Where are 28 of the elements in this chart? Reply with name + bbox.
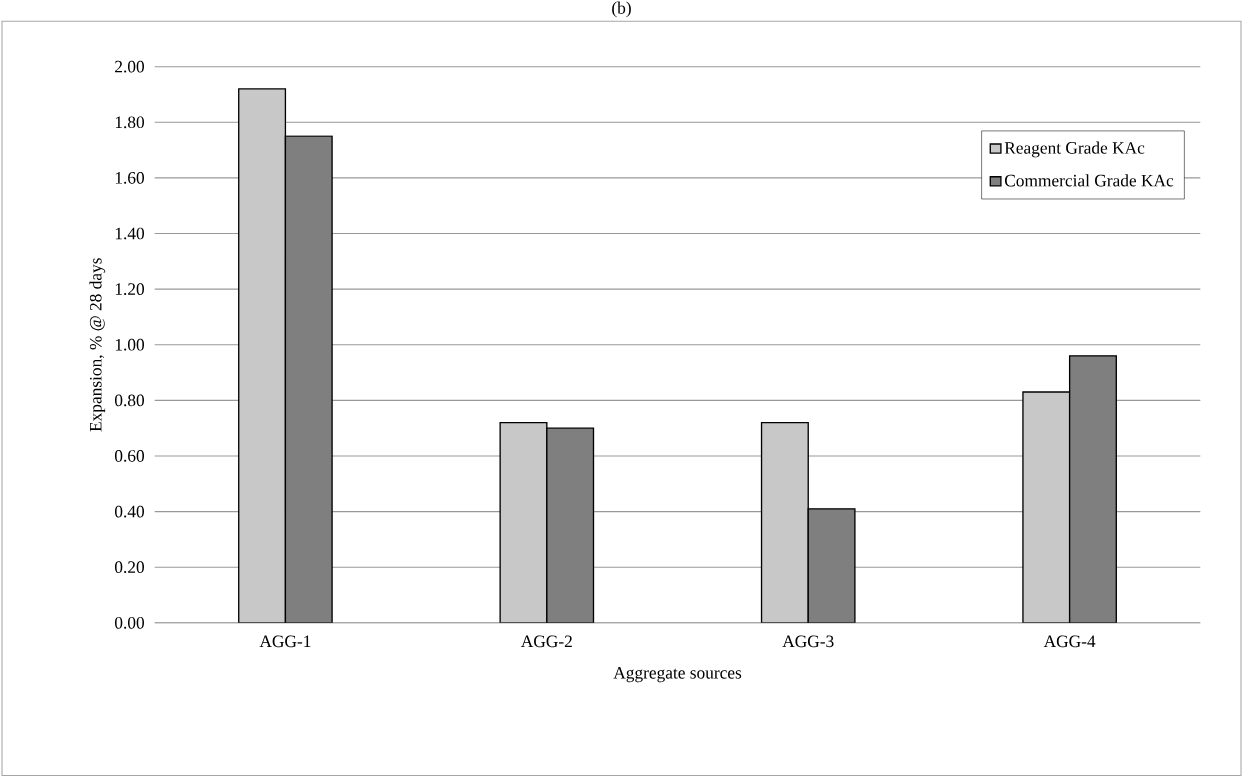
bar [1068, 355, 1117, 624]
y-tick-label: 1.80 [115, 116, 145, 129]
bar [546, 427, 595, 624]
bar [238, 88, 287, 624]
bar [760, 422, 809, 624]
x-tick-label: AGG-2 [520, 635, 572, 648]
y-tick-label: 0.20 [114, 561, 145, 574]
x-tick-label: AGG-1 [259, 635, 311, 648]
y-tick-label: 0.40 [114, 505, 145, 518]
y-tick-label: 2.00 [115, 61, 145, 73]
bar [499, 422, 548, 624]
y-axis-title: Expansion, % @ 28 days [89, 258, 106, 432]
chart-title: (b) [612, 1, 631, 18]
x-tick-label: AGG-4 [1043, 635, 1096, 648]
bar [1022, 391, 1071, 624]
bar [807, 508, 856, 624]
y-tick-label: 1.60 [115, 172, 145, 185]
y-tick-label: 1.40 [115, 227, 145, 240]
y-tick-label: 1.00 [115, 339, 145, 351]
x-axis-title: Aggregate sources [613, 667, 742, 683]
y-tick-label: 0.00 [114, 617, 145, 629]
legend-label: Reagent Grade KAc [1004, 141, 1145, 158]
bar [284, 135, 333, 624]
x-tick-label: AGG-3 [782, 635, 834, 648]
y-tick-label: 1.20 [115, 283, 145, 296]
y-tick-label: 0.80 [114, 394, 145, 407]
y-tick-label: 0.60 [114, 450, 145, 463]
legend-label: Commercial Grade KAc [1004, 174, 1174, 187]
